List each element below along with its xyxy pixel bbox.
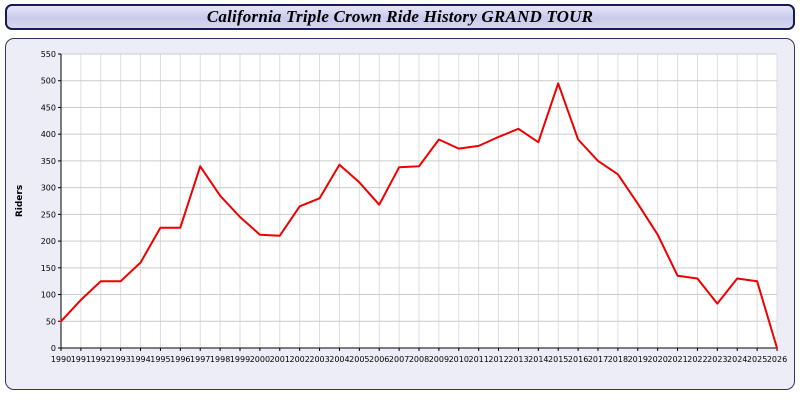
svg-text:2013: 2013 <box>508 355 528 364</box>
svg-text:2005: 2005 <box>349 355 369 364</box>
svg-text:1995: 1995 <box>150 355 170 364</box>
svg-text:1993: 1993 <box>110 355 130 364</box>
svg-text:0: 0 <box>51 344 56 353</box>
svg-text:250: 250 <box>41 210 56 219</box>
svg-text:2004: 2004 <box>329 355 349 364</box>
svg-text:2010: 2010 <box>449 355 469 364</box>
svg-text:2007: 2007 <box>389 355 409 364</box>
svg-text:200: 200 <box>41 237 56 246</box>
svg-text:500: 500 <box>41 77 56 86</box>
svg-text:2009: 2009 <box>429 355 449 364</box>
svg-text:2006: 2006 <box>369 355 389 364</box>
svg-text:1999: 1999 <box>230 355 250 364</box>
svg-text:1992: 1992 <box>91 355 111 364</box>
svg-text:450: 450 <box>41 103 56 112</box>
svg-text:2015: 2015 <box>548 355 568 364</box>
svg-text:2021: 2021 <box>667 355 687 364</box>
svg-text:2012: 2012 <box>488 355 508 364</box>
svg-text:2016: 2016 <box>568 355 588 364</box>
svg-text:2017: 2017 <box>588 355 608 364</box>
svg-text:400: 400 <box>41 130 56 139</box>
svg-text:2002: 2002 <box>289 355 309 364</box>
svg-text:1997: 1997 <box>190 355 210 364</box>
svg-text:1990: 1990 <box>51 355 71 364</box>
svg-text:150: 150 <box>41 264 56 273</box>
chart-panel: 0 50 100 150 200 250 300 350 400 450 500 550 1990 199… <box>5 38 795 390</box>
svg-text:Riders: Riders <box>15 185 25 217</box>
svg-text:2000: 2000 <box>250 355 270 364</box>
svg-text:2008: 2008 <box>409 355 429 364</box>
svg-text:2020: 2020 <box>647 355 667 364</box>
svg-text:2001: 2001 <box>270 355 290 364</box>
svg-text:2026: 2026 <box>767 355 787 364</box>
svg-text:2024: 2024 <box>727 355 747 364</box>
chart-title-bar: California Triple Crown Ride History GRA… <box>5 4 795 30</box>
svg-text:100: 100 <box>41 291 56 300</box>
svg-text:1998: 1998 <box>210 355 230 364</box>
svg-text:1994: 1994 <box>130 355 150 364</box>
svg-text:2025: 2025 <box>747 355 767 364</box>
svg-text:2003: 2003 <box>309 355 329 364</box>
svg-text:2022: 2022 <box>687 355 707 364</box>
page-title: California Triple Crown Ride History GRA… <box>206 7 594 26</box>
svg-text:2023: 2023 <box>707 355 727 364</box>
svg-text:550: 550 <box>41 50 56 59</box>
svg-text:1991: 1991 <box>71 355 91 364</box>
svg-text:300: 300 <box>41 184 56 193</box>
svg-text:2018: 2018 <box>608 355 628 364</box>
svg-text:2019: 2019 <box>628 355 648 364</box>
svg-text:1996: 1996 <box>170 355 190 364</box>
svg-text:2014: 2014 <box>528 355 548 364</box>
svg-text:2011: 2011 <box>468 355 488 364</box>
svg-text:50: 50 <box>46 317 56 326</box>
svg-text:350: 350 <box>41 157 56 166</box>
